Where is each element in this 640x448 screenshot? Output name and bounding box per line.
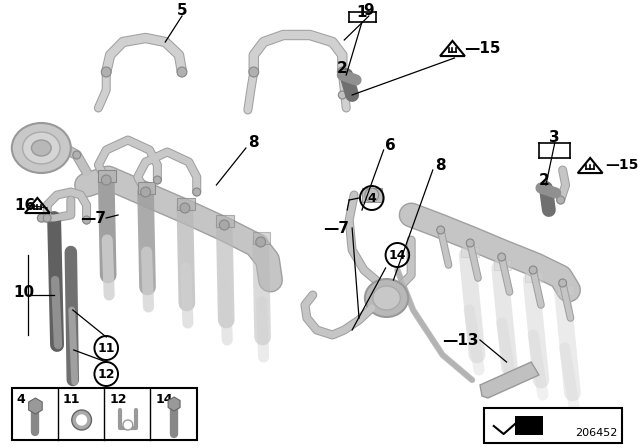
Text: —13: —13 [442, 332, 479, 348]
Text: 2: 2 [337, 60, 348, 76]
Bar [461, 247, 479, 257]
Text: 6: 6 [385, 138, 396, 152]
Text: 16: 16 [15, 198, 36, 212]
Circle shape [102, 176, 110, 184]
Bar [557, 285, 575, 295]
Text: 4: 4 [367, 191, 376, 204]
Ellipse shape [22, 132, 60, 164]
Circle shape [83, 216, 90, 224]
Circle shape [77, 415, 86, 425]
Ellipse shape [12, 123, 71, 173]
Circle shape [177, 67, 187, 77]
Bar [253, 232, 271, 244]
Circle shape [123, 420, 132, 430]
Bar [177, 198, 195, 210]
Circle shape [557, 196, 564, 204]
Ellipse shape [372, 286, 401, 310]
Circle shape [37, 214, 45, 222]
Bar [12, 388, 196, 440]
Circle shape [154, 176, 161, 184]
Circle shape [365, 188, 379, 202]
Text: 11: 11 [97, 341, 115, 354]
Circle shape [141, 188, 150, 196]
Text: 5: 5 [177, 3, 188, 17]
Text: 3: 3 [550, 129, 560, 145]
Circle shape [466, 239, 474, 247]
Bar [515, 416, 543, 435]
Text: —15: —15 [464, 40, 500, 56]
Text: —7: —7 [81, 211, 106, 225]
Bar [525, 272, 543, 282]
Text: 14: 14 [156, 393, 173, 406]
Circle shape [220, 220, 229, 230]
Ellipse shape [365, 279, 408, 317]
Ellipse shape [31, 140, 51, 156]
Circle shape [256, 237, 266, 247]
Circle shape [559, 279, 566, 287]
Bar [494, 260, 511, 270]
Circle shape [72, 410, 92, 430]
Text: 12: 12 [109, 393, 127, 406]
Circle shape [44, 214, 51, 222]
Text: 1: 1 [356, 4, 367, 20]
Polygon shape [480, 362, 539, 398]
Circle shape [193, 188, 201, 196]
Text: —7: —7 [323, 220, 349, 236]
Circle shape [339, 91, 346, 99]
Circle shape [249, 67, 259, 77]
Text: 11: 11 [63, 393, 81, 406]
Circle shape [101, 67, 111, 77]
Text: 8: 8 [248, 134, 259, 150]
Text: —15: —15 [605, 158, 638, 172]
Circle shape [498, 253, 506, 261]
Bar [362, 188, 381, 202]
Text: 8: 8 [435, 158, 446, 172]
Circle shape [101, 175, 111, 185]
Text: 12: 12 [97, 367, 115, 380]
Bar [99, 170, 116, 182]
Text: 206452: 206452 [575, 428, 618, 438]
Bar [484, 408, 621, 443]
Circle shape [337, 67, 348, 77]
Text: 10: 10 [14, 284, 35, 300]
Bar [138, 182, 156, 194]
Circle shape [529, 266, 537, 274]
Circle shape [73, 151, 81, 159]
Text: 4: 4 [17, 393, 26, 406]
Circle shape [436, 226, 445, 234]
Circle shape [180, 203, 190, 213]
Circle shape [141, 187, 150, 197]
Text: 9: 9 [364, 3, 374, 17]
Text: 14: 14 [388, 249, 406, 262]
Bar [216, 215, 234, 227]
Text: 2: 2 [539, 172, 549, 188]
